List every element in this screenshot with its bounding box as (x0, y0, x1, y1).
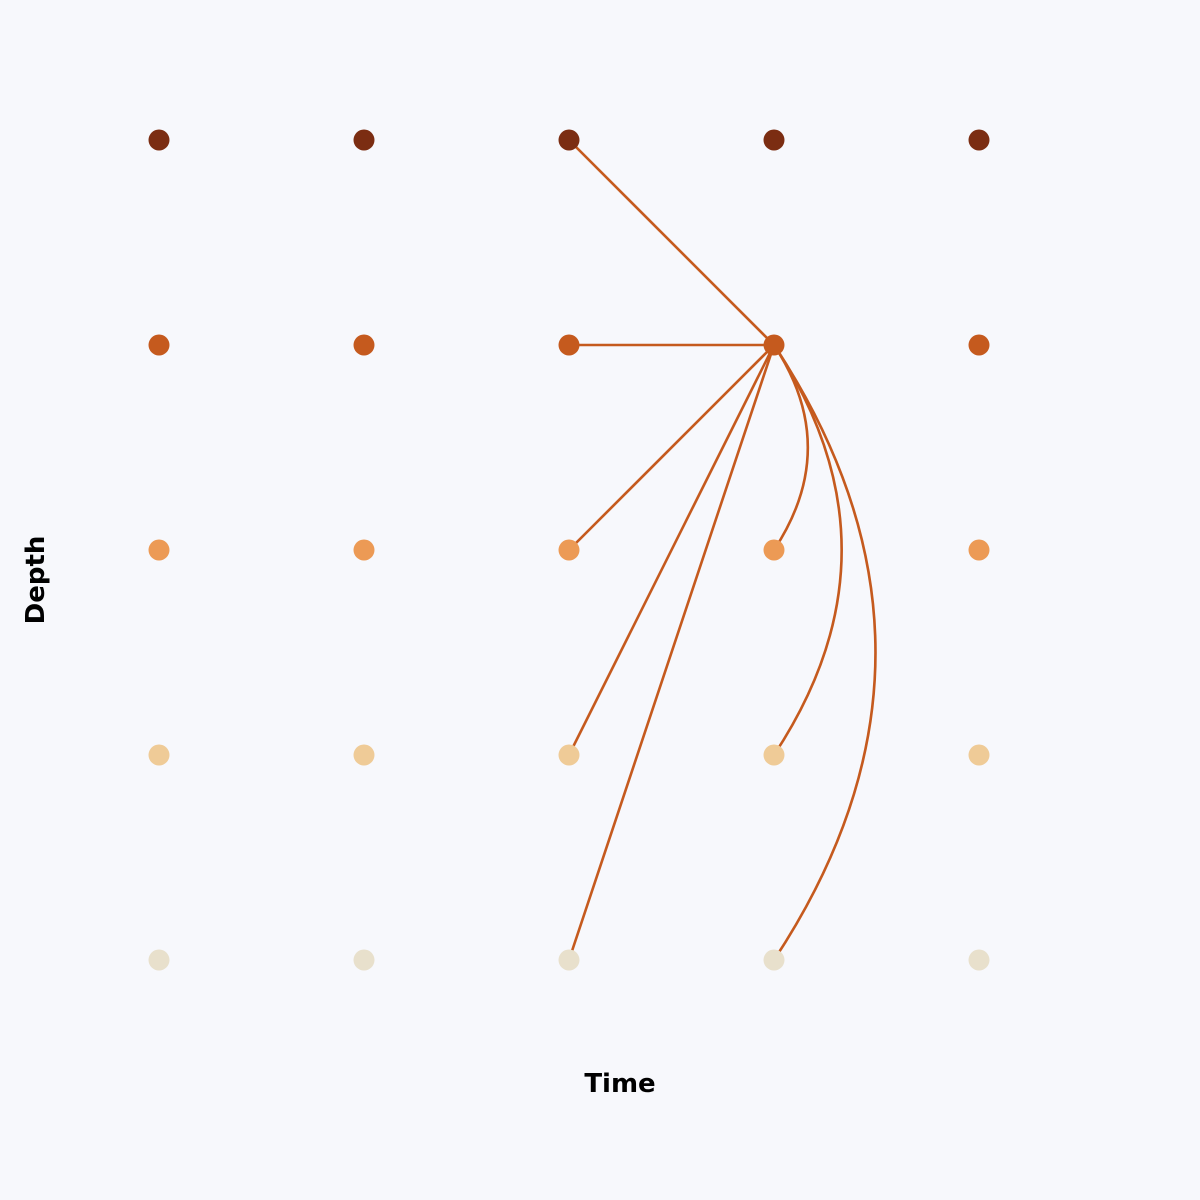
edge-t3-d4 (567, 344, 776, 756)
node-t5-d1 (968, 129, 990, 151)
node-t3-d4 (558, 744, 580, 766)
node-t4-d1 (763, 129, 785, 151)
node-t5-d3 (968, 539, 990, 561)
node-t5-d5 (968, 949, 990, 971)
node-t1-d2 (148, 334, 170, 356)
node-t4-d5 (763, 949, 785, 971)
node-t2-d1 (353, 129, 375, 151)
edge-t4-d5 (772, 344, 877, 961)
node-t1-d4 (148, 744, 170, 766)
node-t2-d4 (353, 744, 375, 766)
node-t2-d5 (353, 949, 375, 971)
x-axis-label: Time (584, 1069, 655, 1099)
y-axis-label: Depth (21, 536, 51, 625)
node-t3-d5 (558, 949, 580, 971)
node-t1-d3 (148, 539, 170, 561)
node-t1-d5 (148, 949, 170, 971)
node-t3-d1 (558, 129, 580, 151)
edge-t4-d4 (772, 344, 843, 756)
nodes-layer (148, 129, 990, 971)
node-t2-d3 (353, 539, 375, 561)
node-t1-d1 (148, 129, 170, 151)
node-t4-d4 (763, 744, 785, 766)
edge-t4-d3 (772, 344, 810, 551)
node-t5-d2 (968, 334, 990, 356)
edge-t3-d5 (567, 344, 776, 961)
node-t4-d2 (763, 334, 785, 356)
node-t3-d3 (558, 539, 580, 561)
edge-t3-d3 (568, 344, 775, 551)
edge-t3-d1 (568, 139, 775, 346)
node-t5-d4 (968, 744, 990, 766)
node-t4-d3 (763, 539, 785, 561)
edges-layer (567, 139, 877, 961)
node-t3-d2 (558, 334, 580, 356)
node-t2-d2 (353, 334, 375, 356)
